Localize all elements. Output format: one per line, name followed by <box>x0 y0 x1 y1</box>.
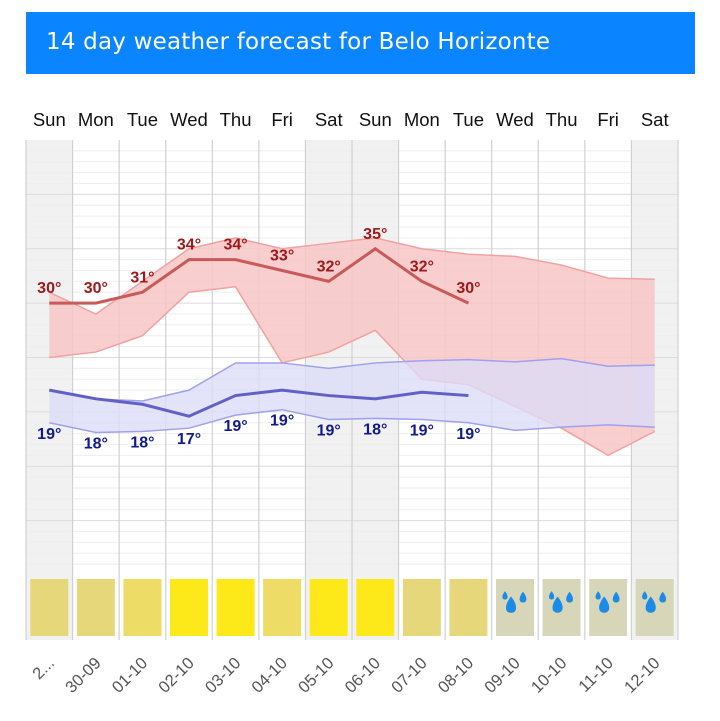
day-name-label: Sun <box>33 109 66 130</box>
max-temp-upper-edge <box>48 237 655 315</box>
date-label: 08-10 <box>435 654 478 697</box>
min-temp-upper-edge <box>49 357 655 402</box>
day-name-label: Mon <box>78 109 114 130</box>
min-temp-label: 19° <box>270 413 294 430</box>
date-label: 04-10 <box>248 654 291 697</box>
rain-drop-icon <box>505 596 517 613</box>
rain-drop-icon <box>659 591 667 603</box>
rain-drop-icon <box>642 591 648 600</box>
min-temp-line <box>49 388 469 418</box>
date-label: 12-10 <box>621 654 664 697</box>
max-temp-label: 30° <box>456 280 480 297</box>
weather-condition-tile <box>356 579 395 636</box>
day-name-label: Tue <box>127 109 158 130</box>
max-temp-label: 35° <box>363 226 387 243</box>
min-temp-label: 19° <box>456 426 480 443</box>
max-temp-label: 31° <box>130 269 154 286</box>
min-temp-label: 19° <box>37 426 61 443</box>
min-temp-label: 19° <box>223 418 247 435</box>
date-label: 10-10 <box>528 654 571 697</box>
weather-condition-tile <box>263 579 302 636</box>
max-temp-label: 32° <box>410 258 434 275</box>
date-label: 30-09 <box>62 654 105 697</box>
rain-drop-icon <box>645 596 656 613</box>
day-name-label: Thu <box>220 109 252 130</box>
day-name-label: Sun <box>359 109 392 130</box>
weather-condition-tile <box>170 579 208 636</box>
max-temp-label: 32° <box>317 258 341 275</box>
rain-drop-icon <box>548 591 555 600</box>
date-label: 03-10 <box>202 654 245 697</box>
date-label: 06-10 <box>342 654 385 697</box>
date-label: 02-10 <box>155 654 198 697</box>
weather-condition-tile <box>30 579 69 636</box>
weather-condition-tile <box>123 579 162 636</box>
weather-condition-tile <box>309 579 348 636</box>
day-name-label: Fri <box>271 109 293 130</box>
rain-drop-icon <box>595 591 601 600</box>
rain-drop-icon <box>502 591 508 600</box>
min-temp-label: 17° <box>177 431 201 448</box>
max-temp-label: 30° <box>84 280 108 297</box>
day-name-label: Thu <box>546 109 578 130</box>
forecast-header: 14 day weather forecast for Belo Horizon… <box>26 12 695 74</box>
day-name-label: Sat <box>641 109 669 130</box>
min-temp-label: 18° <box>130 434 154 451</box>
date-label: 05-10 <box>295 654 338 697</box>
max-temp-line <box>49 246 470 305</box>
min-temp-lower-edge <box>49 408 655 434</box>
date-label: 11-10 <box>575 654 617 696</box>
min-temp-range-band <box>49 358 655 433</box>
max-temp-label: 34° <box>177 237 201 254</box>
page-title: 14 day weather forecast for Belo Horizon… <box>46 29 551 55</box>
max-temp-label: 34° <box>223 237 247 254</box>
date-label: 2... <box>29 654 58 683</box>
min-temp-label: 18° <box>363 421 387 438</box>
date-label: 09-10 <box>481 654 524 697</box>
rain-drop-icon <box>599 596 610 613</box>
max-temp-label: 30° <box>37 280 61 297</box>
rain-drop-icon <box>519 591 527 603</box>
min-temp-label: 18° <box>84 436 108 453</box>
rain-drop-icon <box>612 591 620 603</box>
min-temp-label: 19° <box>317 422 341 439</box>
weather-condition-tile <box>449 579 488 636</box>
min-temp-label: 19° <box>410 422 434 439</box>
day-name-label: Sat <box>315 109 343 130</box>
day-name-label: Tue <box>453 109 484 130</box>
weather-condition-tile <box>216 579 255 636</box>
date-label: 07-10 <box>388 654 431 697</box>
day-name-label: Wed <box>496 109 534 130</box>
rain-drop-icon <box>566 591 573 603</box>
day-name-label: Wed <box>170 109 208 130</box>
date-label: 01-10 <box>109 654 152 697</box>
max-temp-label: 33° <box>270 248 294 265</box>
weather-condition-tile <box>76 579 115 636</box>
day-name-label: Fri <box>597 109 619 130</box>
day-name-label: Mon <box>404 109 440 130</box>
rain-drop-icon <box>552 596 563 613</box>
weather-condition-tile <box>402 579 441 636</box>
